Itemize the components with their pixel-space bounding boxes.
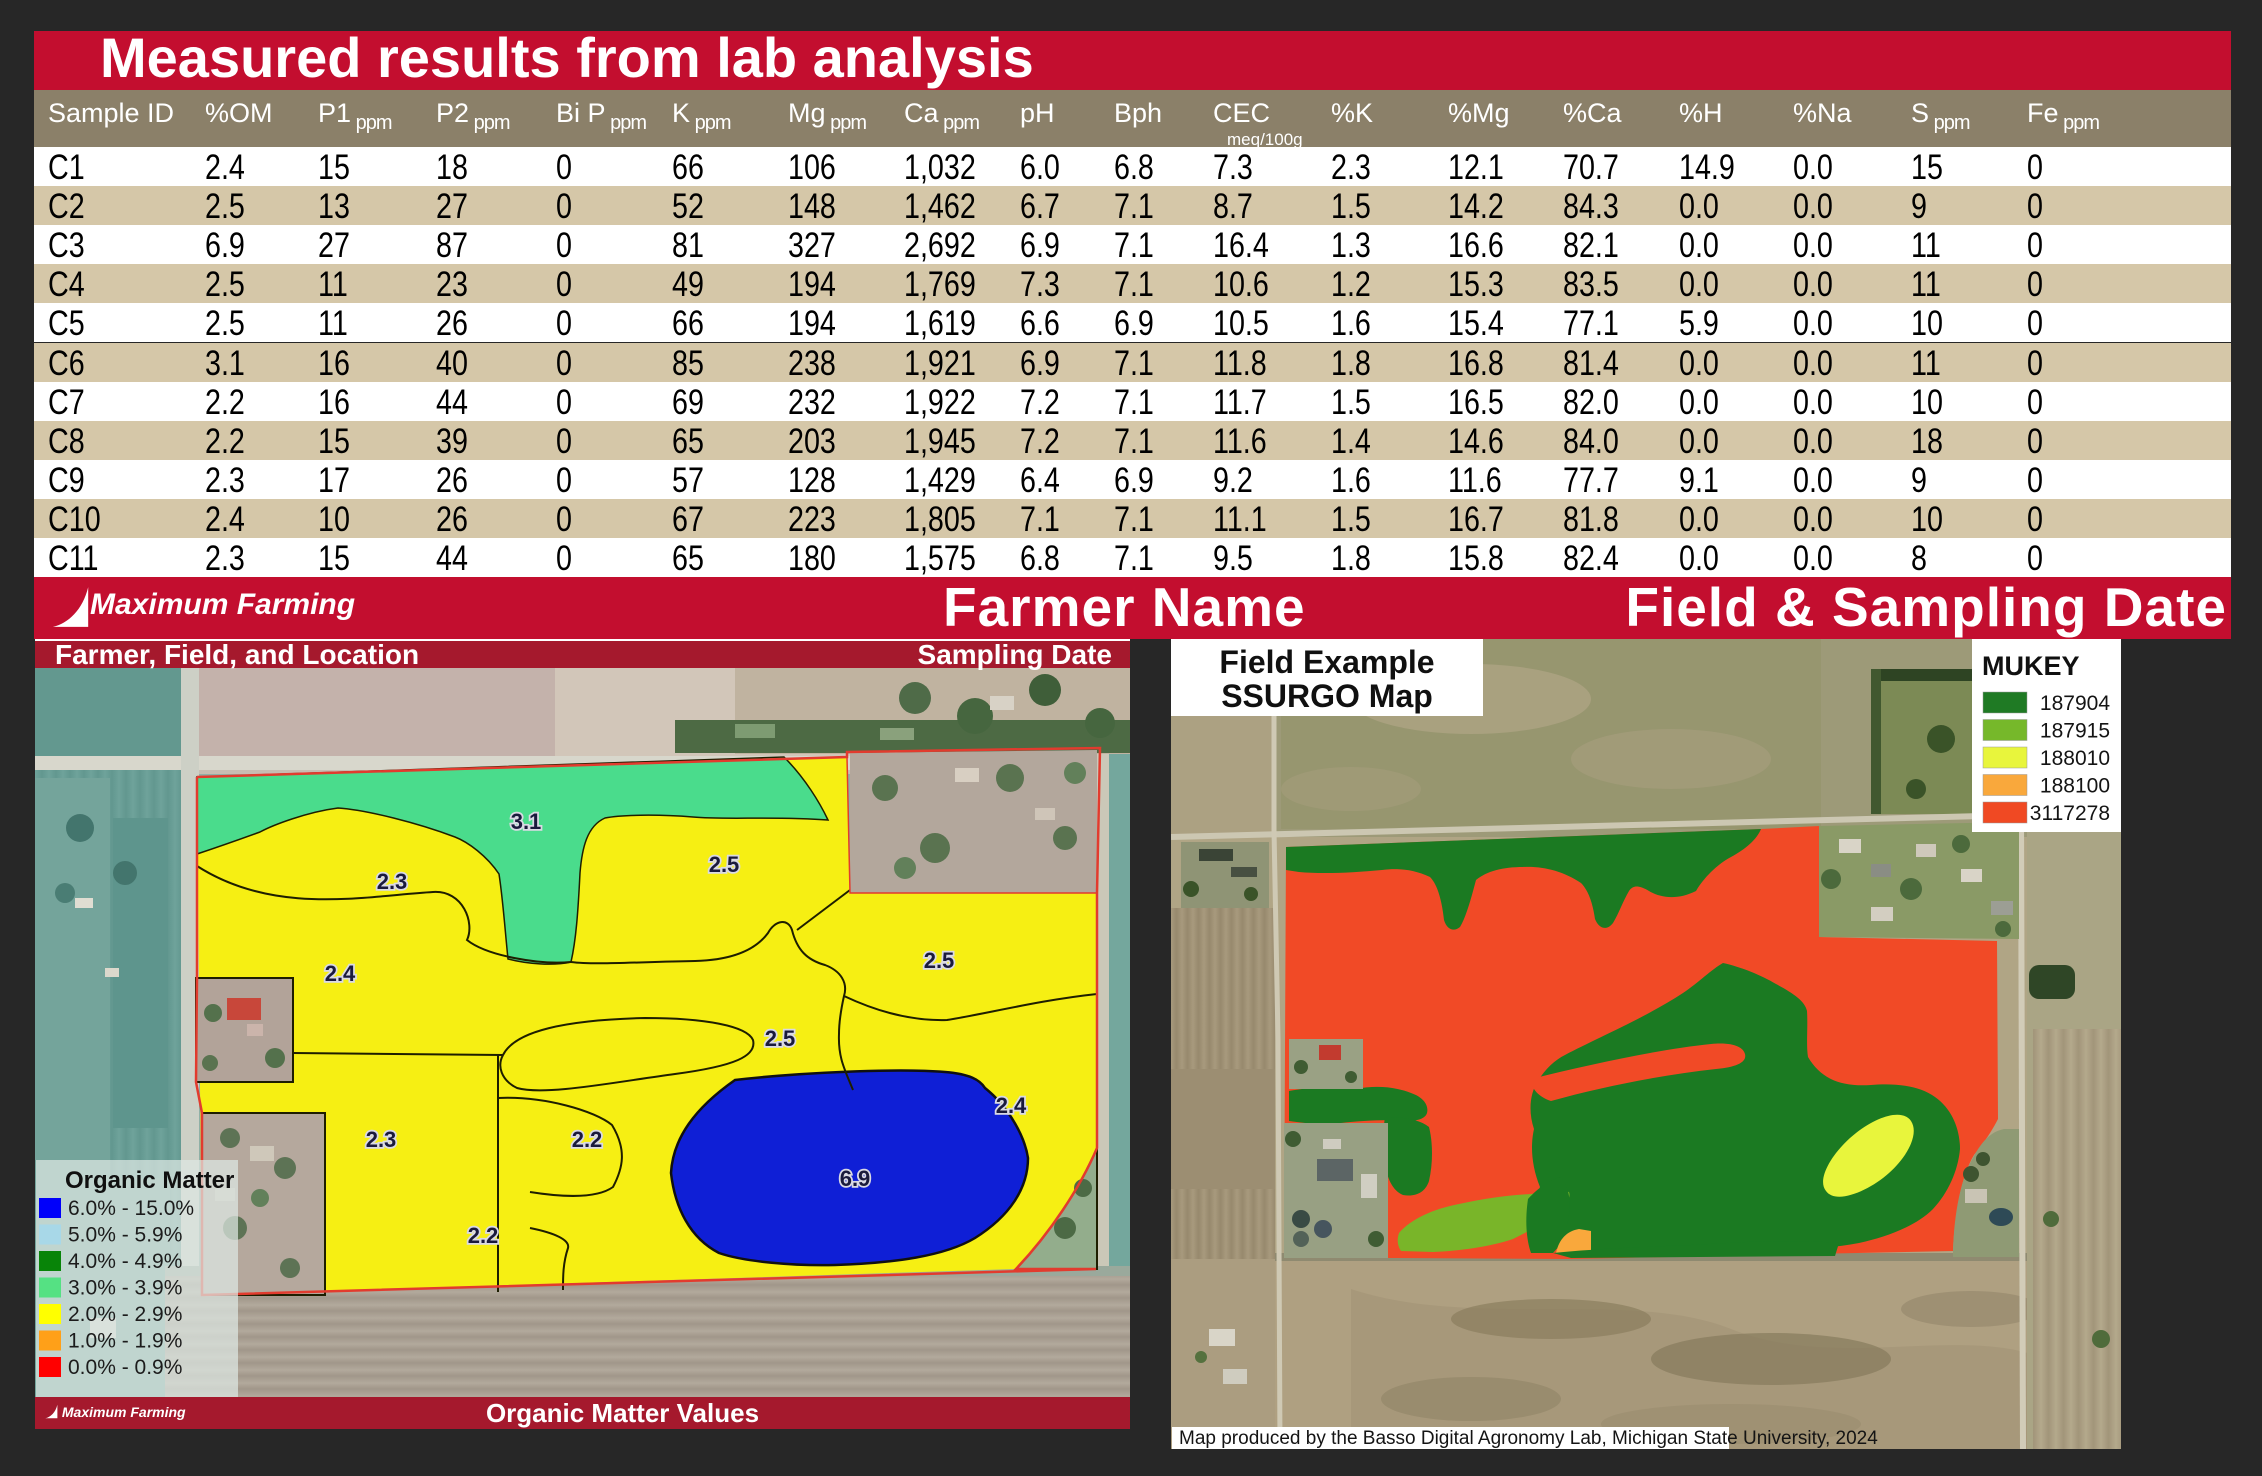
svg-text:2.2: 2.2 xyxy=(468,1223,499,1248)
svg-text:Field Example: Field Example xyxy=(1219,644,1434,680)
svg-text:187915: 187915 xyxy=(2040,720,2110,743)
svg-text:3.1: 3.1 xyxy=(511,809,542,834)
svg-text:6.0% - 15.0%: 6.0% - 15.0% xyxy=(68,1197,194,1220)
svg-text:188100: 188100 xyxy=(2040,775,2110,798)
svg-text:187904: 187904 xyxy=(2040,692,2110,715)
svg-text:3.0% - 3.9%: 3.0% - 3.9% xyxy=(68,1277,182,1300)
svg-text:6.9: 6.9 xyxy=(840,1166,871,1191)
svg-text:2.5: 2.5 xyxy=(924,948,955,973)
svg-text:2.0% - 2.9%: 2.0% - 2.9% xyxy=(68,1303,182,1326)
svg-text:2.4: 2.4 xyxy=(996,1093,1027,1118)
svg-text:2.5: 2.5 xyxy=(709,852,740,877)
svg-text:188010: 188010 xyxy=(2040,747,2110,770)
svg-text:Map produced by the Basso Digi: Map produced by the Basso Digital Agrono… xyxy=(1179,1428,1878,1449)
svg-text:5.0% - 5.9%: 5.0% - 5.9% xyxy=(68,1224,182,1247)
svg-text:3117278: 3117278 xyxy=(2030,802,2110,825)
svg-text:2.5: 2.5 xyxy=(765,1026,796,1051)
svg-text:SSURGO Map: SSURGO Map xyxy=(1221,678,1433,714)
svg-text:2.4: 2.4 xyxy=(325,961,356,986)
svg-text:2.3: 2.3 xyxy=(366,1127,397,1152)
svg-text:2.2: 2.2 xyxy=(572,1127,603,1152)
svg-text:Organic Matter: Organic Matter xyxy=(65,1167,234,1194)
svg-text:4.0% - 4.9%: 4.0% - 4.9% xyxy=(68,1250,182,1273)
svg-text:2.3: 2.3 xyxy=(377,869,408,894)
svg-text:0.0% - 0.9%: 0.0% - 0.9% xyxy=(68,1356,182,1379)
svg-text:1.0% - 1.9%: 1.0% - 1.9% xyxy=(68,1330,182,1353)
svg-text:MUKEY: MUKEY xyxy=(1982,651,2080,681)
